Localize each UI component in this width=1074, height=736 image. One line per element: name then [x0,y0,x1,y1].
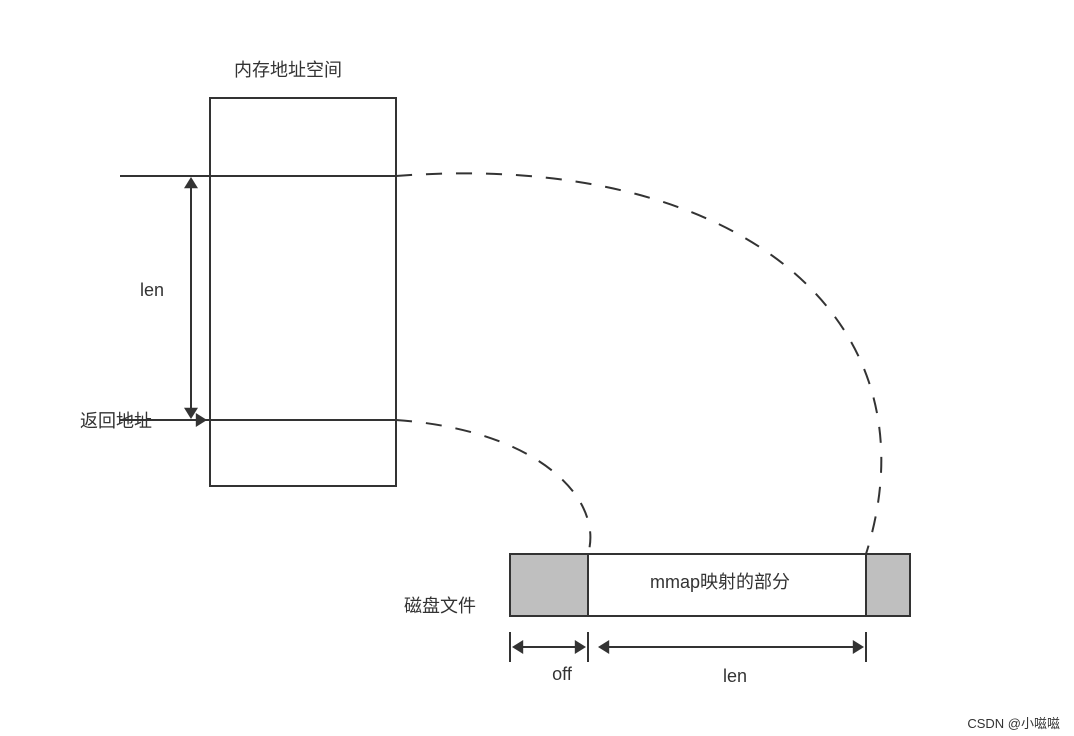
arrowhead [196,413,207,427]
dashed-curve-top [396,173,881,554]
arrowhead [853,640,864,654]
label-disk_file: 磁盘文件 [404,596,476,616]
label-watermark: CSDN @小嗞嗞 [967,716,1060,731]
label-len_vertical: len [140,280,164,300]
label-mmap_region: mmap映射的部分 [650,572,790,592]
arrowhead [575,640,586,654]
dashed-curve-bottom [396,420,590,554]
arrowhead [184,177,198,188]
arrowhead [598,640,609,654]
disk-grey-right [866,554,910,616]
disk-grey-left [510,554,588,616]
label-len_horizontal: len [723,666,747,686]
memory-box [210,98,396,486]
label-off: off [552,664,573,684]
label-memory_title: 内存地址空间 [234,60,342,80]
label-return_addr: 返回地址 [80,411,152,431]
arrowhead [512,640,523,654]
